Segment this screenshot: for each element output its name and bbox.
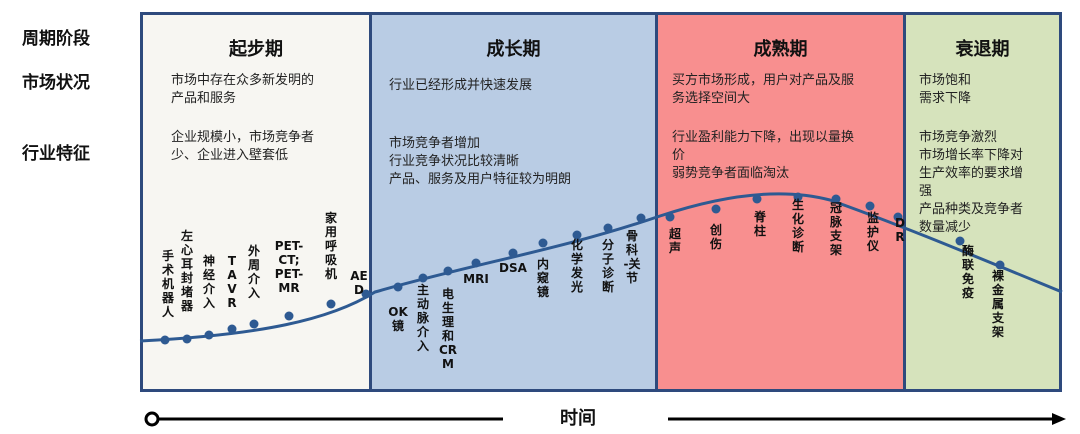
stage-title: 起步期 xyxy=(229,39,283,60)
stage-decline: 衰退期 市场饱和 需求下降 市场竞争激烈 市场增长率下降对 生产效率的要求增 强… xyxy=(906,12,1062,392)
curve-point xyxy=(361,289,371,299)
stage-market-desc: 行业已经形成并快速发展 xyxy=(389,78,533,93)
point-label: 家用呼吸机 xyxy=(324,210,338,281)
stage-market-desc: 市场中存在众多新发明的 产品和服务 xyxy=(171,73,315,106)
curve-point xyxy=(711,204,721,214)
stage-industry-desc: 企业规模小，市场竞争者 少、企业进入壁套低 xyxy=(171,130,315,163)
curve-point xyxy=(249,319,259,329)
curve-point xyxy=(418,273,428,283)
point-label: 生化诊断 xyxy=(792,197,805,254)
point-label: 电生理和 CR M xyxy=(439,286,457,371)
point-label: 化学发光 xyxy=(570,237,584,294)
point-label: 骨科-关节 xyxy=(624,229,641,285)
stage-title: 成熟期 xyxy=(753,39,808,60)
point-label: 冠脉支架 xyxy=(829,201,843,257)
point-label: 酶联免疫 xyxy=(962,243,974,300)
curve-point xyxy=(508,248,518,258)
stage-growth: 成长期 行业已经形成并快速发展 市场竞争者增加 行业竞争状况比较清晰 产品、服务… xyxy=(369,12,658,392)
curve-point xyxy=(471,258,481,268)
point-label: MRI xyxy=(463,272,489,286)
point-label: 创伤 xyxy=(709,222,722,251)
stage-industry-desc: 行业盈利能力下降，出现以量换 价 弱势竞争者面临淘汰 xyxy=(672,130,855,181)
curve-point xyxy=(538,238,548,248)
curve-point xyxy=(572,230,582,240)
point-label: PET-CT; PET-MR xyxy=(275,239,303,295)
row-label-market: 市场状况 xyxy=(22,73,90,93)
point-label: 分子诊断 xyxy=(602,237,615,294)
curve-point xyxy=(443,266,453,276)
point-label: 超声 xyxy=(668,226,682,255)
time-arrow-head xyxy=(1052,413,1066,425)
curve-point xyxy=(227,324,237,334)
stage-industry-desc: 市场竞争激烈 市场增长率下降对 生产效率的要求增 强 产品种类及竞争者 数量减少 xyxy=(919,130,1024,235)
stage-market-desc: 市场饱和 需求下降 xyxy=(919,73,972,106)
curve-point xyxy=(603,223,613,233)
curve-point xyxy=(752,194,762,204)
curve-point xyxy=(665,212,675,222)
point-label: 监护仪 xyxy=(866,210,880,253)
curve-point xyxy=(865,201,875,211)
curve-point xyxy=(893,212,903,222)
curve-point xyxy=(793,192,803,202)
curve-point xyxy=(284,311,294,321)
curve-point xyxy=(995,260,1005,270)
time-start-circle xyxy=(144,411,160,427)
curve-point xyxy=(393,282,403,292)
curve-point xyxy=(204,330,214,340)
stage-startup: 起步期 市场中存在众多新发明的 产品和服务 企业规模小，市场竞争者 少、企业进入… xyxy=(140,12,369,392)
stage-mature: 成熟期 买方市场形成，用户对产品及服 务选择空间大 行业盈利能力下降，出现以量换… xyxy=(658,12,906,392)
point-label: 手术机器人 xyxy=(161,248,175,319)
curve-point xyxy=(326,299,336,309)
point-label: 左心耳封堵器 xyxy=(180,228,194,313)
point-label: 外周介入 xyxy=(247,243,261,300)
time-label: 时间 xyxy=(560,408,596,429)
point-label: 脊柱 xyxy=(753,209,767,238)
point-label: DSA xyxy=(499,261,528,275)
point-label: 主动脉介入 xyxy=(416,282,430,353)
stage-market-desc: 买方市场形成，用户对产品及服 务选择空间大 xyxy=(672,73,855,106)
stage-title: 成长期 xyxy=(486,39,541,60)
curve-point xyxy=(160,335,170,345)
point-label: 神经介入 xyxy=(202,253,216,310)
row-label-industry: 行业特征 xyxy=(22,144,90,164)
stage-title: 衰退期 xyxy=(955,39,1010,60)
point-label: 裸金属支架 xyxy=(991,268,1005,339)
row-label-phase: 周期阶段 xyxy=(22,29,90,49)
curve-point xyxy=(182,334,192,344)
curve-point xyxy=(955,236,965,246)
curve-point xyxy=(636,213,646,223)
point-label: OK 镜 xyxy=(388,305,408,333)
point-label: AE D xyxy=(350,269,367,297)
point-label: 内窥镜 xyxy=(537,256,549,299)
stage-industry-desc: 市场竞争者增加 行业竞争状况比较清晰 产品、服务及用户特征较为明朗 xyxy=(389,136,572,187)
curve-point xyxy=(831,194,841,204)
